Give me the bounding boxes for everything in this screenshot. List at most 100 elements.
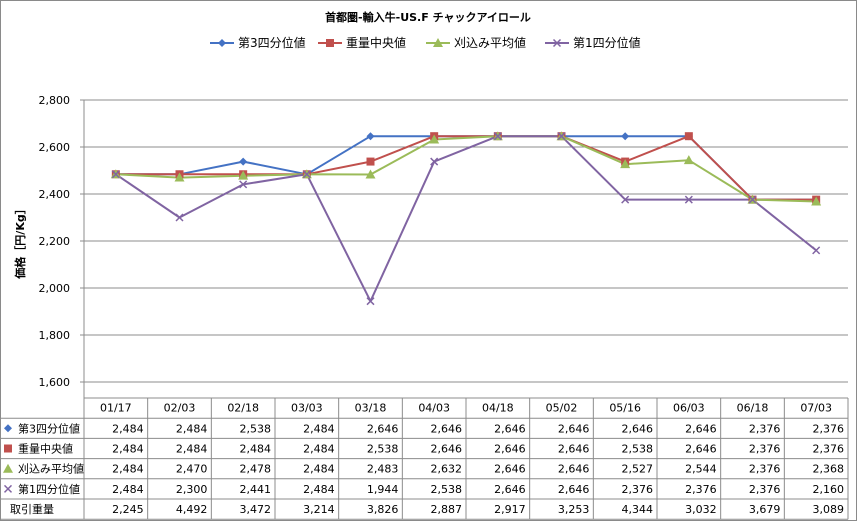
table-cell: 2,376 (749, 463, 781, 476)
table-cell: 3,032 (685, 503, 717, 516)
x-tick-label: 05/02 (546, 402, 578, 415)
table-cell: 2,538 (240, 422, 272, 435)
table-cell: 2,484 (176, 422, 208, 435)
table-cell: 3,826 (367, 503, 399, 516)
table-cell: 2,484 (112, 443, 144, 456)
data-point (812, 246, 821, 255)
data-point-b (111, 170, 120, 179)
legend-label-1: 第3四分位値 (238, 35, 306, 50)
data-point (174, 172, 185, 182)
table-row-label: 取引重量 (10, 502, 54, 516)
table-legend-marker (4, 424, 12, 433)
chart-title: 首都圏-輸入牛-US.F チャックアイロール (325, 10, 531, 24)
table-cell: 2,646 (622, 422, 654, 435)
data-point (111, 170, 120, 179)
y-tick-label: 1,600 (39, 376, 71, 389)
data-point-b (430, 157, 439, 166)
table-legend-marker (3, 463, 13, 473)
data-point (684, 195, 693, 204)
data-point (557, 132, 566, 141)
table-cell: 2,538 (367, 443, 399, 456)
y-tick-label: 2,600 (39, 141, 71, 154)
data-point (684, 132, 693, 141)
data-point (366, 157, 375, 166)
legend-label-3: 刈込み平均値 (454, 35, 526, 50)
y-tick-label: 2,000 (39, 282, 71, 295)
table-cell: 2,300 (176, 483, 208, 496)
data-point (365, 169, 376, 179)
x-tick-label: 07/03 (800, 402, 832, 415)
x-tick-label: 02/18 (227, 402, 259, 415)
y-tick-label: 2,200 (39, 235, 71, 248)
legend-marker-4 (552, 38, 562, 48)
table-cell: 2,646 (431, 443, 463, 456)
table-cell: 2,646 (494, 463, 526, 476)
data-point (683, 155, 694, 165)
data-point (239, 157, 248, 166)
legend-marker-1 (218, 39, 226, 47)
data-point-b (557, 132, 566, 141)
data-point-b (175, 213, 184, 222)
data-point-b (748, 195, 757, 204)
table-cell: 2,646 (558, 422, 590, 435)
table-legend-marker (4, 444, 12, 453)
data-point (621, 132, 630, 141)
data-point (430, 157, 439, 166)
table-cell: 2,376 (813, 422, 845, 435)
x-tick-label: 06/03 (673, 402, 705, 415)
x-tick-label: 04/03 (418, 402, 450, 415)
data-point (366, 297, 375, 306)
table-cell: 2,632 (431, 463, 463, 476)
table-cell: 2,917 (494, 503, 526, 516)
table-cell: 2,544 (685, 463, 717, 476)
x-tick-label: 03/18 (355, 402, 387, 415)
table-cell: 2,646 (367, 422, 399, 435)
table-cell: 2,160 (813, 483, 845, 496)
data-point (302, 170, 311, 179)
y-tick-label: 2,400 (39, 188, 71, 201)
table-cell: 1,944 (367, 483, 399, 496)
table-legend-marker (3, 484, 13, 493)
data-point-b (302, 170, 311, 179)
table-cell: 2,646 (558, 443, 590, 456)
data-point-b (684, 195, 693, 204)
table-cell: 2,538 (622, 443, 654, 456)
table-cell: 2,646 (494, 422, 526, 435)
data-point-b (812, 246, 821, 255)
table-cell: 2,484 (112, 463, 144, 476)
table-cell: 2,484 (303, 463, 335, 476)
data-point-b (621, 195, 630, 204)
table-cell: 2,484 (303, 443, 335, 456)
legend-marker-4-b (552, 38, 562, 48)
data-point (238, 170, 249, 180)
table-cell: 2,527 (622, 463, 654, 476)
table-cell: 2,646 (431, 422, 463, 435)
x-tick-label: 04/18 (482, 402, 514, 415)
data-point (811, 196, 822, 206)
table-cell: 4,344 (622, 503, 654, 516)
table-cell: 2,376 (813, 443, 845, 456)
x-tick-label: 06/18 (737, 402, 769, 415)
table-cell: 3,089 (813, 503, 845, 516)
table-cell: 2,245 (112, 503, 144, 516)
table-cell: 2,538 (431, 483, 463, 496)
legend-marker-3 (433, 38, 443, 47)
data-point (748, 195, 757, 204)
table-cell: 2,484 (176, 443, 208, 456)
table-cell: 2,376 (622, 483, 654, 496)
table-cell: 3,214 (303, 503, 335, 516)
table-cell: 2,470 (176, 463, 208, 476)
table-cell: 2,484 (303, 483, 335, 496)
data-point (493, 132, 502, 141)
data-point (621, 195, 630, 204)
table-cell: 2,887 (431, 503, 463, 516)
legend-label-4: 第1四分位値 (573, 35, 641, 50)
table-cell: 2,483 (367, 463, 399, 476)
table-cell: 2,376 (685, 483, 717, 496)
table-legend-marker-b (3, 484, 13, 493)
series-line-1 (115, 135, 817, 201)
table-cell: 2,368 (813, 463, 845, 476)
series-line-3 (115, 135, 817, 203)
table-row-label: 第1四分位値 (18, 482, 80, 496)
